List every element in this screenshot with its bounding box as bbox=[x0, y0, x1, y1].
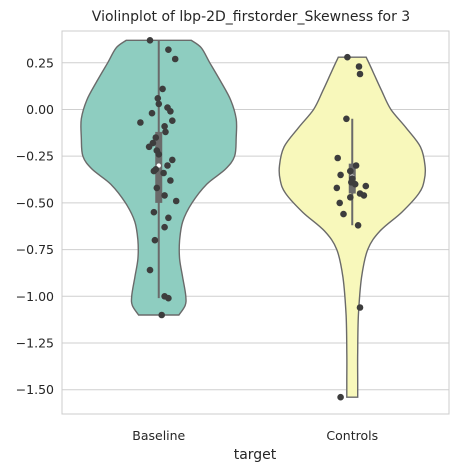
data-point bbox=[360, 192, 368, 199]
x-axis-label: target bbox=[234, 447, 277, 463]
y-tick-label: −1.25 bbox=[16, 336, 54, 351]
data-point bbox=[161, 123, 168, 130]
data-point bbox=[148, 109, 156, 117]
data-point bbox=[145, 143, 153, 151]
y-tick-label: 0.25 bbox=[26, 55, 54, 70]
data-point bbox=[158, 311, 165, 319]
plot-frame bbox=[61, 30, 450, 415]
data-point bbox=[161, 223, 168, 231]
y-tick-label: 0.00 bbox=[26, 102, 54, 117]
data-point bbox=[169, 156, 176, 164]
data-point bbox=[352, 162, 360, 169]
data-point bbox=[167, 177, 174, 184]
x-tick-label: Controls bbox=[326, 428, 378, 443]
data-point bbox=[150, 208, 158, 216]
data-point bbox=[347, 167, 354, 175]
data-point bbox=[362, 182, 370, 190]
data-point bbox=[337, 171, 344, 179]
data-point bbox=[154, 95, 162, 102]
violins bbox=[80, 39, 427, 398]
y-tick-label: −1.50 bbox=[16, 382, 54, 397]
data-point bbox=[340, 210, 347, 218]
data-point bbox=[334, 154, 342, 162]
violin-controls bbox=[278, 56, 427, 398]
x-axis-ticks: Baseline Controls bbox=[132, 428, 378, 443]
data-point bbox=[153, 184, 161, 192]
data-point bbox=[351, 180, 359, 188]
data-point bbox=[146, 37, 154, 44]
data-point bbox=[165, 214, 172, 222]
data-point bbox=[146, 266, 154, 274]
data-point bbox=[162, 128, 169, 136]
data-point bbox=[165, 294, 172, 302]
data-point bbox=[155, 151, 163, 158]
data-point bbox=[347, 194, 354, 201]
data-point bbox=[152, 134, 160, 141]
data-point bbox=[164, 162, 171, 169]
data-point bbox=[355, 63, 363, 70]
data-point bbox=[137, 119, 144, 126]
chart-title: Violinplot of lbp-2D_firstorder_Skewness… bbox=[92, 9, 410, 25]
data-point bbox=[151, 236, 159, 244]
data-point bbox=[155, 100, 163, 108]
data-point bbox=[172, 197, 180, 205]
y-axis-ticks: 0.25 0.00 −0.25 −0.50 −0.75 −1.00 −1.25 −1.50 bbox=[16, 55, 54, 397]
data-point bbox=[337, 393, 344, 401]
y-tick-label: −0.50 bbox=[16, 195, 54, 210]
data-point bbox=[169, 117, 176, 124]
data-point bbox=[344, 53, 351, 61]
data-point bbox=[354, 222, 362, 229]
data-point bbox=[336, 199, 344, 207]
data-point bbox=[165, 46, 172, 53]
data-point bbox=[333, 184, 341, 192]
strip-points bbox=[137, 37, 370, 401]
data-point bbox=[152, 166, 160, 173]
data-point bbox=[167, 108, 174, 115]
data-point bbox=[356, 304, 364, 311]
y-tick-label: −0.25 bbox=[16, 149, 54, 164]
x-tick-label: Baseline bbox=[132, 428, 185, 443]
data-point bbox=[160, 169, 167, 177]
data-point bbox=[161, 192, 168, 199]
data-point bbox=[171, 55, 179, 63]
data-point bbox=[343, 115, 350, 123]
y-tick-label: −1.00 bbox=[16, 289, 54, 304]
y-tick-label: −0.75 bbox=[16, 242, 54, 257]
data-point bbox=[356, 70, 364, 78]
data-point bbox=[159, 85, 166, 93]
